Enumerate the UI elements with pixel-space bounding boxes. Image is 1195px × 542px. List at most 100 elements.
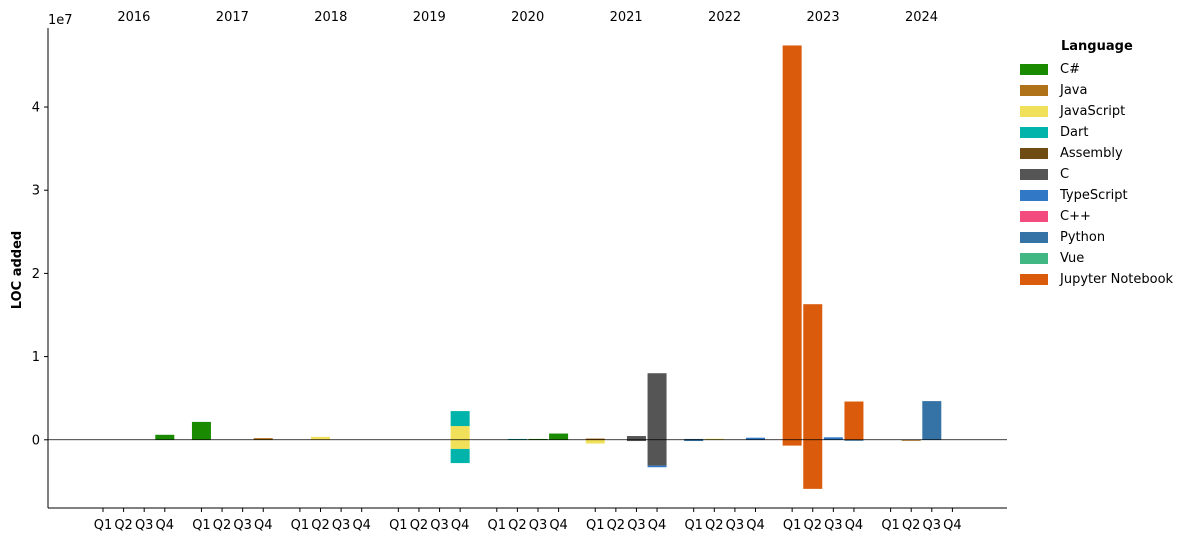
bar-segment (549, 433, 569, 440)
bars-layer (155, 45, 942, 489)
bar-segment (704, 438, 724, 440)
year-label: 2022 (708, 10, 741, 25)
legend-label: Vue (1060, 251, 1085, 266)
x-tick-label: Q1 (684, 518, 703, 533)
bar-segment (803, 439, 823, 489)
x-tick-label: Q4 (451, 518, 470, 533)
x-tick-label: Q3 (135, 518, 154, 533)
x-tick-label: Q3 (627, 518, 646, 533)
legend-item: Python (1020, 227, 1173, 248)
year-label: 2021 (610, 10, 643, 25)
legend-label: Assembly (1060, 146, 1123, 161)
x-tick-label: Q4 (156, 518, 175, 533)
x-tick-label: Q3 (529, 518, 548, 533)
y-ticks: 0 1 2 3 4 (32, 101, 48, 448)
x-tick-label: Q4 (352, 518, 371, 533)
year-label: 2024 (905, 10, 938, 25)
year-labels: 2016 2017 2018 2019 2020 2021 2022 2023 2024 (117, 10, 938, 25)
year-label: 2017 (216, 10, 249, 25)
legend-label: Dart (1060, 125, 1089, 140)
bar-segment (782, 45, 802, 440)
bar-segment (901, 439, 921, 441)
bar-segment (844, 439, 864, 441)
legend-item: JavaScript (1020, 101, 1173, 122)
x-tick-label: Q1 (94, 518, 113, 533)
bar-segment (647, 373, 667, 440)
x-tick-label: Q2 (705, 518, 724, 533)
legend-swatch (1020, 190, 1048, 201)
x-tick-label: Q3 (430, 518, 449, 533)
bar-segment (647, 465, 667, 468)
legend-label: Jupyter Notebook (1060, 272, 1174, 287)
x-tick-label: Q1 (389, 518, 408, 533)
bar-segment (450, 426, 470, 440)
y-tick-label: 4 (32, 101, 40, 116)
y-tick-label: 2 (32, 267, 40, 282)
x-tick-label: Q2 (114, 518, 133, 533)
bar-segment (647, 439, 667, 466)
x-tick-label: Q4 (746, 518, 765, 533)
year-label: 2016 (117, 10, 150, 25)
x-tick-label: Q4 (845, 518, 864, 533)
bar-segment (155, 434, 175, 440)
x-tick-label: Q2 (410, 518, 429, 533)
x-tick-label: Q1 (291, 518, 310, 533)
legend-swatch (1020, 85, 1048, 96)
x-tick-label: Q3 (332, 518, 351, 533)
x-ticks: Q1 Q2 Q3 Q4 Q1 Q2 Q3 Q4 Q1 Q2 Q3 Q4 Q1 Q2 Q3 Q4 Q1 Q2 Q3 Q4… (94, 508, 962, 533)
legend-swatch (1020, 232, 1048, 243)
legend-swatch (1020, 253, 1048, 264)
year-label: 2018 (314, 10, 347, 25)
x-tick-label: Q4 (943, 518, 962, 533)
x-tick-label: Q2 (902, 518, 921, 533)
legend-swatch (1020, 127, 1048, 138)
legend-item: C (1020, 164, 1173, 185)
bar-segment (191, 421, 211, 440)
legend-item: Java (1020, 80, 1173, 101)
legend-label: Java (1060, 83, 1088, 98)
year-label: 2019 (413, 10, 446, 25)
bar-segment (450, 411, 470, 427)
legend-label: C++ (1060, 209, 1091, 224)
legend-items: C# Java JavaScript Dart Assembly C TypeScript C… (1020, 59, 1173, 290)
x-tick-label: Q2 (311, 518, 330, 533)
y-axis-label: LOC added (10, 231, 25, 309)
x-tick-label: Q1 (881, 518, 900, 533)
year-label: 2020 (511, 10, 544, 25)
x-tick-label: Q1 (586, 518, 605, 533)
bar-segment (922, 401, 942, 440)
legend-item: C++ (1020, 206, 1173, 227)
legend-label: Python (1060, 230, 1106, 245)
x-tick-label: Q4 (549, 518, 568, 533)
x-tick-label: Q4 (648, 518, 667, 533)
x-tick-label: Q1 (192, 518, 211, 533)
x-tick-label: Q3 (233, 518, 252, 533)
legend-swatch (1020, 211, 1048, 222)
x-tick-label: Q3 (726, 518, 745, 533)
bar-segment (450, 448, 470, 464)
bar-segment (626, 439, 646, 442)
bar-segment (253, 438, 273, 440)
x-tick-label: Q3 (923, 518, 942, 533)
legend-item: Jupyter Notebook (1020, 269, 1173, 290)
x-tick-label: Q1 (783, 518, 802, 533)
legend-label: C (1060, 167, 1070, 182)
bar-segment (844, 401, 864, 440)
x-tick-label: Q3 (824, 518, 843, 533)
bar-segment (626, 436, 646, 440)
legend-label: TypeScript (1060, 188, 1128, 203)
x-tick-label: Q2 (803, 518, 822, 533)
legend-swatch (1020, 64, 1048, 75)
legend-label: JavaScript (1060, 104, 1126, 119)
bar-segment (782, 439, 802, 446)
legend-item: Vue (1020, 248, 1173, 269)
legend-swatch (1020, 169, 1048, 180)
y-tick-label: 3 (32, 184, 40, 199)
legend-item: C# (1020, 59, 1173, 80)
legend-title: Language (1061, 39, 1133, 54)
year-label: 2023 (807, 10, 840, 25)
bar-segment (684, 439, 704, 442)
bar-segment (585, 439, 605, 444)
bar-segment (746, 437, 765, 440)
